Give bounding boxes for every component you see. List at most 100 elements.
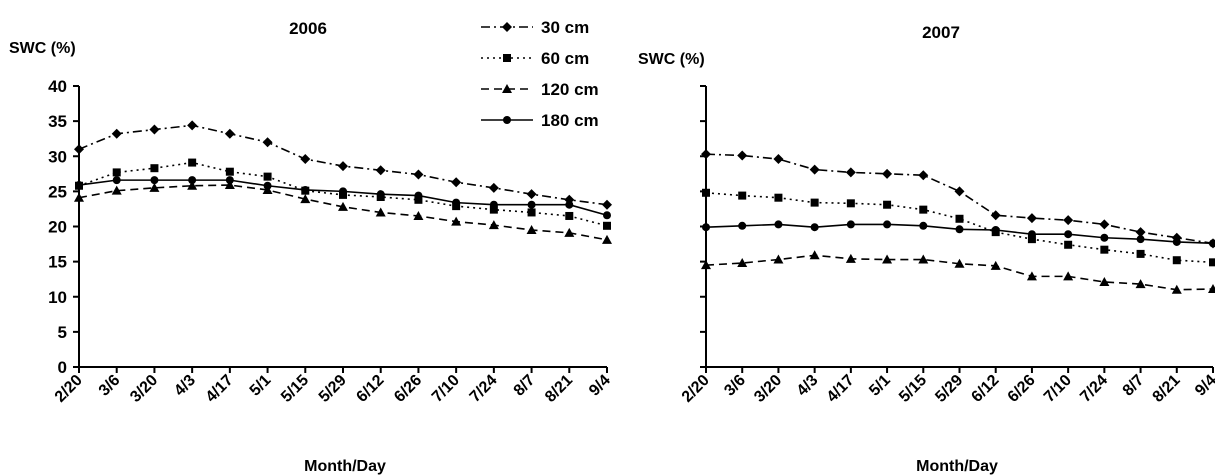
panel-2006-x-tick-label: 8/7 (511, 372, 539, 400)
legend-swatch-marker (502, 22, 512, 32)
panel-2007-series-2-point (1099, 276, 1110, 286)
panel-2006-series-1-point (565, 211, 574, 220)
panel-2006-series-1-point (263, 172, 272, 181)
panel-2007-x-tick-label: 6/12 (969, 372, 1003, 406)
panel-2006-y-tick-label: 5 (58, 323, 67, 342)
panel-2007-x-tick-label: 6/26 (1005, 372, 1039, 406)
panel-2006-series-3-point (75, 181, 83, 190)
panel-2007-series-1-point (955, 214, 964, 223)
panel-2007-series-1-point (1064, 240, 1073, 249)
panel-2006-x-tick-label: 6/26 (391, 372, 425, 406)
panel-2007-series-3-point (738, 221, 747, 230)
panel-2007-x-tick-label: 5/1 (866, 372, 894, 400)
panel-2006-series-0-point (187, 120, 198, 131)
panel-2006-y-tick-label: 20 (48, 218, 67, 237)
panel-2006-series-0-point (149, 124, 160, 135)
panel-2007-series-0-point (773, 154, 784, 165)
legend-swatch-marker (503, 54, 511, 62)
panel-2006-y-tick-label: 15 (48, 253, 67, 272)
panel-2007-x-tick-label: 4/3 (794, 372, 822, 400)
panel-2006-series-0-point (338, 161, 348, 172)
panel-2006-series-2-point (111, 185, 122, 195)
panel-2006-series-0-point (451, 177, 462, 188)
panel-2007-series-0-point (701, 149, 711, 160)
panel-2007-series-0-point (845, 167, 856, 178)
panel-2007-x-tick-label: 8/7 (1120, 372, 1148, 400)
panel-2007-series-1-point (738, 191, 747, 200)
panel-2007-series-3-point (702, 223, 710, 232)
panel-2007-series-0-point (1099, 219, 1110, 230)
panel-2007-series-0-point (990, 210, 1001, 221)
panel-2007-series-2-point (1026, 271, 1037, 281)
panel-2006-series-0-point (413, 169, 424, 180)
panel-2007-series-1-point (810, 198, 819, 207)
panel-2007-series-1-point (919, 205, 928, 214)
panel-2006-series-2-point (300, 194, 311, 204)
panel-2006-series-3-point (225, 176, 234, 185)
panel-2007-x-tick-label: 4/17 (824, 372, 858, 406)
panel-2006-ylabel: SWC (%) (9, 40, 76, 57)
panel-2006-x-tick-label: 8/21 (542, 372, 576, 406)
panel-2006-x-tick-label: 9/4 (586, 372, 614, 400)
panel-2006-series-2-point (338, 201, 348, 211)
panel-2006-series-0-point (74, 144, 84, 155)
panel-2007-series-2-point (737, 258, 748, 268)
panel-2006-series-2-point (602, 234, 612, 244)
legend-swatch-marker (502, 84, 512, 93)
panel-2006-series-3-point (339, 187, 347, 196)
panel-2007-series-1-point (1027, 235, 1036, 244)
panel-2006-x-tick-label: 4/17 (203, 372, 237, 406)
panel-2007-x-tick-label: 3/20 (751, 372, 785, 406)
legend-label: 120 cm (541, 80, 599, 99)
panel-2006-series-2-point (526, 225, 537, 235)
panel-2006-x-tick-label: 5/1 (247, 372, 275, 400)
panel-2006-series-0-point (224, 128, 235, 139)
panel-2006-x-tick-label: 5/29 (316, 372, 350, 406)
panel-2007-series-0-point (918, 170, 929, 181)
panel-2006-series-1-point (112, 168, 121, 177)
panel-2007-series-3-point (1209, 239, 1215, 248)
panel-2007-series-0-point (954, 186, 965, 197)
panel-2006-series-1-point (603, 221, 611, 230)
panel-2006-series-2-point (224, 180, 235, 190)
legend: 30 cm 60 cm 120 cm 180 cm (481, 18, 599, 130)
panel-2006-series-3-point (489, 200, 498, 209)
panel-2006-series-0-point (488, 182, 499, 193)
panel-2007-plot: 2/20 3/6 3/20 4/3 4/17 5/1 5/15 5/29 6/12 6/26 7/1… (679, 85, 1215, 406)
legend-label: 30 cm (541, 18, 589, 37)
panel-2006-x-tick-label: 6/12 (354, 372, 388, 406)
panel-2006-series-2-point (149, 182, 160, 192)
panel-2007-series-2-point (990, 260, 1001, 270)
panel-2007-series-1-point (846, 199, 855, 208)
panel-2007-x-tick-label: 7/24 (1077, 372, 1111, 406)
panel-2007-x-tick-label: 9/4 (1192, 372, 1215, 400)
panel-2007-series-2-point (1208, 284, 1215, 294)
panel-2006-series-2-point (451, 216, 462, 226)
panel-2006-series-0-point (526, 189, 537, 200)
panel-2006-y-tick-label: 35 (48, 112, 67, 131)
panel-2007-series-1-point (1100, 245, 1109, 254)
panel-2007-series-1-point (883, 200, 892, 209)
panel-2007-series-3-point (919, 221, 928, 230)
panel-2007-series-1-line (705, 191, 1214, 264)
panel-2006-series-1-point (414, 195, 423, 204)
panel-2006-x-tick-label: 7/10 (429, 372, 463, 406)
panel-2007-series-3-point (991, 226, 1000, 235)
panel-2007-series-3-point (774, 220, 783, 229)
panel-2007-series-1-point (1136, 249, 1145, 258)
panel-2006-series-2-point (375, 207, 386, 217)
legend-swatch-marker (503, 116, 511, 124)
panel-2006-series-1-point (527, 208, 536, 217)
panel-2006-series-3-point (301, 185, 310, 194)
panel-2006-series-0-point (602, 199, 612, 210)
panel-2006-series-3-point (452, 198, 461, 207)
panel-2006-series-1-point (225, 167, 234, 176)
panel-2007-series-0-point (737, 150, 748, 161)
panel-2006-series-2-point (413, 210, 424, 220)
panel-2007-series-2-point (918, 254, 929, 264)
panel-2006-xlabel: Month/Day (304, 458, 386, 475)
panel-2007-series-2-point (809, 250, 820, 260)
panel-2006-x-tick-label: 7/24 (467, 372, 501, 406)
panel-2007-series-3-point (846, 220, 855, 229)
